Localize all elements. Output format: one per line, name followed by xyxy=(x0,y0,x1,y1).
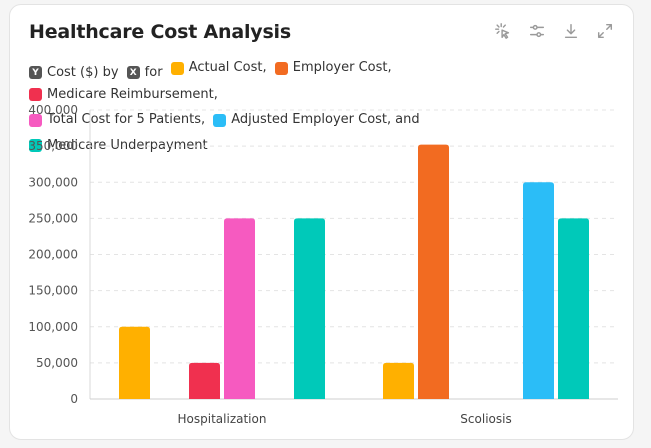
y-axis-text: Cost ($) by xyxy=(47,64,119,80)
x-badge: X xyxy=(126,66,140,79)
legend-swatch xyxy=(29,113,42,127)
legend-label: Total Cost for 5 Patients, xyxy=(47,112,206,127)
legend-label: Adjusted Employer Cost, xyxy=(231,112,392,127)
y-tick-label: 200,000 xyxy=(28,248,78,262)
legend-item-actual-cost[interactable]: Actual Cost, xyxy=(170,57,267,79)
bar-employer-cost-scoliosis[interactable] xyxy=(418,144,449,399)
bar-medicare-underpayment-scoliosis[interactable] xyxy=(558,218,589,399)
bar-chart: 0 50,000 100,000 150,000 200,000 250,000 300,0… xyxy=(28,103,618,426)
y-tick-label: 150,000 xyxy=(28,284,78,298)
x-axis-legend: X for xyxy=(126,62,163,84)
bar-adjusted-employer-cost-scoliosis[interactable] xyxy=(523,182,554,399)
chart-toolbar xyxy=(493,21,615,41)
y-tick-label: 350,000 xyxy=(28,139,78,153)
x-tick-label: Scoliosis xyxy=(460,412,511,426)
legend-item-adjusted-employer-cost[interactable]: Adjusted Employer Cost, and xyxy=(213,109,423,131)
chart-legend: Y Cost ($) by X for Actual Cost, Employe… xyxy=(29,57,589,160)
expand-icon[interactable] xyxy=(595,21,615,41)
y-tick-label: 50,000 xyxy=(36,356,78,370)
legend-swatch xyxy=(29,88,42,101)
bar-actual-cost-scoliosis[interactable] xyxy=(383,362,414,399)
download-icon[interactable] xyxy=(561,21,581,41)
y-tick-label: 300,000 xyxy=(28,175,78,189)
y-tick-label: 250,000 xyxy=(28,211,78,225)
legend-label: Medicare Underpayment xyxy=(47,137,208,153)
bar-total-cost-for-5-patients-hospitalization[interactable] xyxy=(224,218,255,399)
for-text: for xyxy=(144,64,163,80)
bar-actual-cost-hospitalization[interactable] xyxy=(119,326,150,399)
select-pointer-icon[interactable] xyxy=(493,21,513,41)
legend-swatch xyxy=(170,61,184,75)
bar-medicare-reimbursement-hospitalization[interactable] xyxy=(189,362,220,399)
x-tick-label: Hospitalization xyxy=(178,412,267,426)
legend-item-total-cost-5-patients[interactable]: Total Cost for 5 Patients, xyxy=(29,109,205,131)
and-text: and xyxy=(395,112,420,127)
legend-swatch xyxy=(213,113,227,127)
legend-item-employer-cost[interactable]: Employer Cost, xyxy=(274,57,392,79)
y-tick-label: 400,000 xyxy=(28,103,78,117)
legend-label: Actual Cost, xyxy=(188,60,267,75)
legend-item-medicare-underpayment[interactable]: Medicare Underpayment xyxy=(29,135,208,157)
y-badge: Y xyxy=(29,66,42,79)
legend-label: Employer Cost, xyxy=(292,60,392,75)
legend-item-medicare-reimbursement[interactable]: Medicare Reimbursement, xyxy=(29,84,218,106)
y-axis-legend: Y Cost ($) by xyxy=(29,62,119,84)
chart-card: Healthcare Cost Analysis Y Cost ($) by X… xyxy=(9,4,634,440)
chart-title: Healthcare Cost Analysis xyxy=(29,21,291,43)
sliders-icon[interactable] xyxy=(527,21,547,41)
y-tick-label: 100,000 xyxy=(28,320,78,334)
legend-label: Medicare Reimbursement, xyxy=(47,86,218,102)
legend-swatch xyxy=(274,61,288,75)
legend-swatch xyxy=(29,139,42,152)
y-tick-label: 0 xyxy=(70,392,78,406)
bar-medicare-underpayment-hospitalization[interactable] xyxy=(294,218,325,399)
